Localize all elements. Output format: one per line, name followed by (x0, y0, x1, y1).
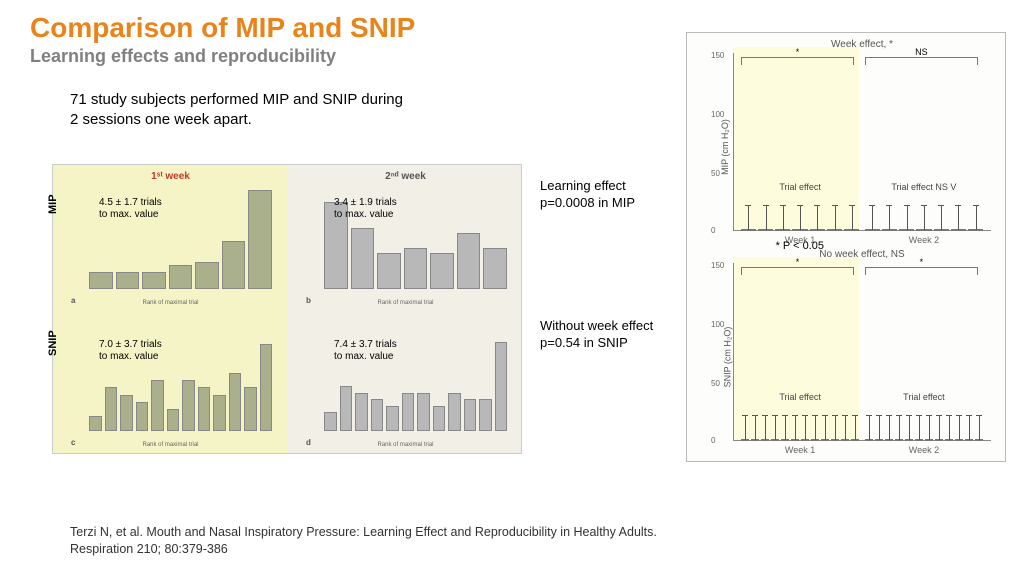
week-label-2: Week 2 (865, 445, 984, 455)
effect-panel: Week effect, * MIP (cm H₂O) 0 50 100 150… (686, 32, 1006, 462)
trial-effect-w2: Trial effect (865, 392, 984, 402)
mip-week2-bars (865, 229, 984, 231)
row-label-mip: MIP (47, 194, 59, 214)
hist-mip-week2: 2ⁿᵈ week 3.4 ± 1.9 trials to max. value … (298, 173, 513, 303)
histogram-panel: 1ˢᵗ week MIP 4.5 ± 1.7 trials to max. va… (52, 164, 522, 454)
week-label-1: Week 1 (741, 445, 860, 455)
week-label-2: Week 2 (865, 235, 984, 245)
snip-effect-chart: No week effect, NS SNIP (cm H₂O) 0 50 10… (733, 263, 991, 441)
trial-effect-w2: Trial effect NS V (865, 182, 984, 192)
ytick: 150 (711, 51, 724, 60)
mip-week1-bars (741, 229, 860, 231)
annotation-c: 7.0 ± 3.7 trials to max. value (99, 339, 162, 363)
hist-mip-week1: 1ˢᵗ week MIP 4.5 ± 1.7 trials to max. va… (63, 173, 278, 303)
hist-snip-week1: SNIP 7.0 ± 3.7 trials to max. value c Ra… (63, 315, 278, 445)
snip-ylabel: SNIP (cm H₂O) (722, 327, 732, 388)
hist-snip-week2: 7.4 ± 3.7 trials to max. value d Rank of… (298, 315, 513, 445)
mip-axes (733, 53, 991, 231)
ytick: 100 (711, 320, 724, 329)
p-value-note: * P < 0.05 (776, 240, 824, 252)
ytick: 150 (711, 261, 724, 270)
study-description: 71 study subjects performed MIP and SNIP… (70, 90, 403, 131)
week2-label: 2ⁿᵈ week (298, 171, 513, 182)
citation: Terzi N, et al. Mouth and Nasal Inspirat… (70, 524, 657, 558)
ytick: 50 (711, 169, 720, 178)
xlabel-a: Rank of maximal trial (63, 300, 278, 306)
sig-bracket-w2: NS (865, 57, 979, 65)
xlabel-d: Rank of maximal trial (298, 442, 513, 448)
ytick: 50 (711, 379, 720, 388)
snip-week1-bars (741, 439, 860, 441)
snip-week2-bars (865, 439, 984, 441)
trial-effect-w1: Trial effect (741, 392, 860, 402)
ytick: 100 (711, 110, 724, 119)
sig-bracket-w1: * (741, 267, 855, 275)
annotation-d: 7.4 ± 3.7 trials to max. value (334, 339, 397, 363)
ytick: 0 (711, 226, 715, 235)
sig-bracket-w1: * (741, 57, 855, 65)
mip-effect-chart: Week effect, * MIP (cm H₂O) 0 50 100 150… (733, 53, 991, 231)
note-snip: Without week effect p=0.54 in SNIP (540, 318, 653, 352)
trial-effect-w1: Trial effect (741, 182, 860, 192)
annotation-b: 3.4 ± 1.9 trials to max. value (334, 197, 397, 221)
xlabel-b: Rank of maximal trial (298, 300, 513, 306)
note-mip: Learning effect p=0.0008 in MIP (540, 178, 635, 212)
ytick: 0 (711, 436, 715, 445)
xlabel-c: Rank of maximal trial (63, 442, 278, 448)
week1-label: 1ˢᵗ week (63, 171, 278, 182)
annotation-a: 4.5 ± 1.7 trials to max. value (99, 197, 162, 221)
page-title: Comparison of MIP and SNIP (30, 12, 415, 44)
row-label-snip: SNIP (47, 330, 59, 356)
sig-bracket-w2: * (865, 267, 979, 275)
mip-ylabel: MIP (cm H₂O) (720, 119, 730, 175)
page-subtitle: Learning effects and reproducibility (30, 46, 336, 67)
